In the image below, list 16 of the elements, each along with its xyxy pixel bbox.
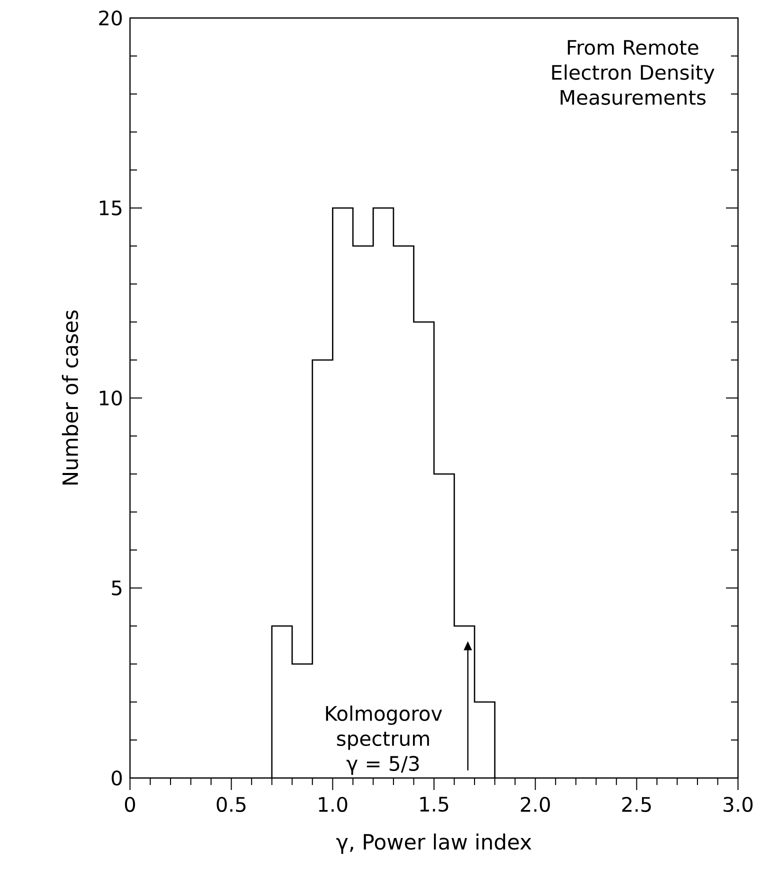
annotation: From Remote Electron Density Measurements xyxy=(552,40,714,105)
y-tick-label: 20 xyxy=(99,10,122,26)
y-tick-label: 15 xyxy=(100,200,122,216)
x-tick-label: 2.0 xyxy=(520,796,550,812)
x-tick-label: 2.5 xyxy=(622,796,651,812)
x-axis-title: γ, Power law index xyxy=(336,834,532,854)
y-tick-label: 10 xyxy=(100,390,122,406)
y-tick-label: 5 xyxy=(112,580,122,596)
x-tick-label: 1.0 xyxy=(318,796,348,812)
x-tick-label: 1.5 xyxy=(420,796,448,812)
annotation: Kolmogorov spectrum γ = 5/3 xyxy=(326,706,442,775)
x-tick-label: 0.5 xyxy=(216,796,246,812)
y-tick-label: 0 xyxy=(112,770,122,786)
y-axis-title: Number of cases xyxy=(62,310,78,485)
x-tick-label: 3.0 xyxy=(724,796,753,812)
x-tick-label: 0 xyxy=(124,796,136,812)
